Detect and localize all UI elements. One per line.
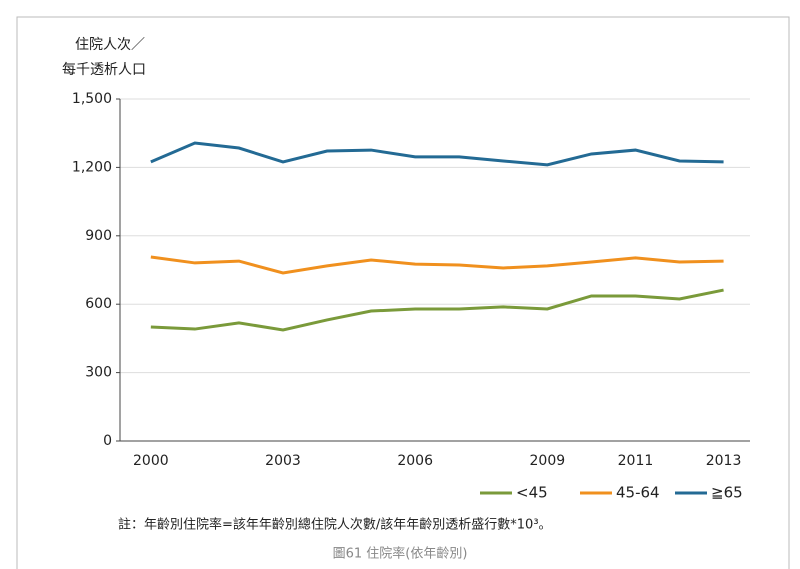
caption: 圖61 住院率(依年齡別): [333, 546, 468, 562]
legend-label: 45-64: [616, 484, 660, 502]
note: 註：年齡別住院率=該年年齡別總住院人次數/該年年齡別透析盛行數*10³。: [118, 517, 552, 533]
legend-label: ≧65: [711, 484, 743, 502]
x-tick-label: 2009: [530, 453, 566, 469]
y-tick-label: 0: [103, 433, 112, 449]
x-tick-label: 2006: [397, 453, 433, 469]
line: [150, 141, 724, 167]
line: [150, 288, 724, 332]
y-tick-label: 600: [85, 296, 112, 312]
y-tick-label: 1,200: [72, 159, 112, 175]
y-tick-label: 1,500: [72, 91, 112, 107]
line: [150, 255, 724, 275]
x-tick-label: 2013: [706, 453, 742, 469]
y-axis-label: 住院人次／: [75, 37, 145, 53]
x-tick-label: 2011: [618, 453, 654, 469]
x-tick-label: 2000: [133, 453, 169, 469]
x-tick-label: 2003: [265, 453, 301, 469]
frame: [16, 16, 790, 569]
y-tick-label: 300: [85, 365, 112, 381]
y-axis-label: 每千透析人口: [62, 62, 146, 78]
legend-label: <45: [516, 484, 548, 502]
y-tick-label: 900: [85, 228, 112, 244]
